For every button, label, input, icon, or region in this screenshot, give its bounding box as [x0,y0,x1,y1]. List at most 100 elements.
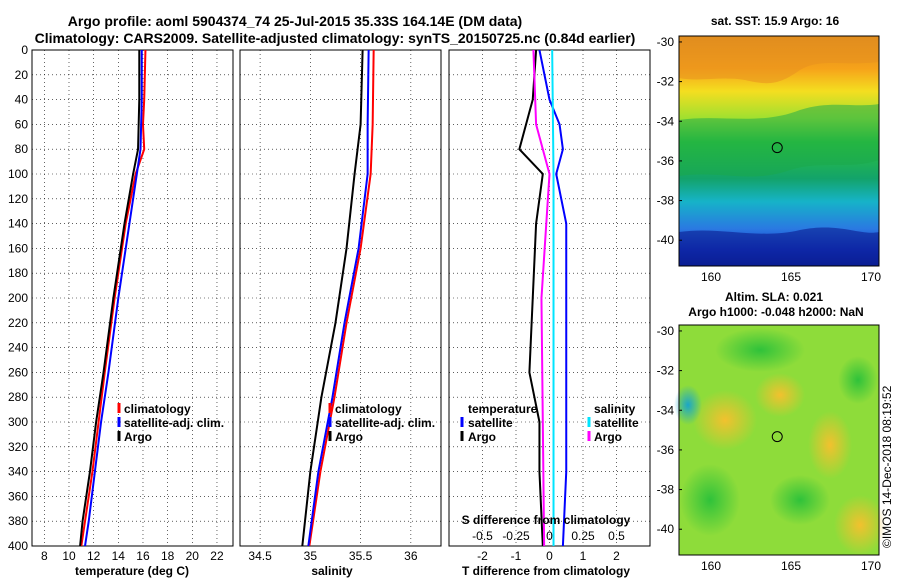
depth-tick-label: 400 [8,539,28,553]
temperature-tick-labels: 8 10 12 14 16 18 20 22 [41,549,224,563]
depth-tick-label: 360 [8,489,28,503]
legend-argo: Argo [124,430,152,444]
depth-tick-label: 340 [8,465,28,479]
legend-s-satellite: satellite [594,416,639,430]
sla-map-frame [678,324,880,556]
x-tick-label: 35.5 [349,549,373,563]
s-tick-label: 0.5 [608,529,625,543]
legend-satellite-adj: satellite-adj. clim. [124,416,224,430]
depth-tick-label: 160 [8,241,28,255]
sla-lat-tick-labels: -30 -32 -34 -36 -38 -40 [657,324,682,536]
argo-location-marker [771,431,783,443]
difference-panel: -2 -1 0 1 2 -0.5 -0.25 0 0.25 0.5 S difference f… [448,49,651,578]
legend-temperature-title: temperature [468,402,538,416]
x-tick-label: 0 [546,549,553,563]
s-tick-label: 0 [546,529,553,543]
sla-map-panel: Altim. SLA: 0.021 Argo h1000: -0.048 h20… [657,290,886,573]
sst-warm-region [679,36,879,84]
lat-tick-label: -36 [657,154,675,168]
lat-tick-label: -34 [657,114,675,128]
legend-climatology: climatology [335,402,402,416]
temperature-xlabel: temperature (deg C) [75,564,189,578]
series-line-s-satellite [551,50,555,546]
legend-satellite-adj: satellite-adj. clim. [335,416,435,430]
depth-tick-label: 240 [8,341,28,355]
sla-map-title-1: Altim. SLA: 0.021 [725,290,823,304]
sla-map-title-2: Argo h1000: -0.048 h2000: NaN [688,305,863,319]
x-tick-label: 34.5 [248,549,272,563]
series-line-climatology [308,50,375,546]
s-tick-label: -0.25 [502,529,530,543]
series-line-t-argo [518,50,544,546]
lat-tick-label: -40 [657,522,675,536]
series-line-argo [301,50,364,546]
credit-text: ©IMOS 14-Dec-2018 08:19:52 [880,385,894,548]
x-tick-label: 18 [161,549,175,563]
s-tick-label: -0.5 [472,529,493,543]
s-difference-tick-labels: -0.5 -0.25 0 0.25 0.5 [472,529,625,543]
x-tick-label: 35 [304,549,318,563]
salinity-xlabel: salinity [311,564,353,578]
depth-tick-label: 180 [8,266,28,280]
series-line-t-satellite [538,50,568,546]
depth-tick-label: 320 [8,440,28,454]
sla-lon-tick-labels: 160 165 170 [701,559,881,573]
lon-tick-label: 170 [861,270,881,284]
lat-tick-label: -36 [657,443,675,457]
sst-map-frame [678,35,880,267]
lon-tick-label: 170 [861,559,881,573]
depth-tick-label: 260 [8,365,28,379]
legend-salinity-title: salinity [594,402,636,416]
x-tick-label: 12 [87,549,101,563]
x-tick-label: 36 [404,549,418,563]
depth-tick-label: 140 [8,217,28,231]
series-line-satellite-adj-clim- [84,50,143,546]
depth-tick-label: 380 [8,514,28,528]
argo-location-marker [771,142,783,154]
series-line-s-argo [532,50,551,546]
salinity-legend: climatology satellite-adj. clim. Argo [328,402,435,444]
x-tick-label: 14 [112,549,126,563]
x-tick-label: 16 [136,549,150,563]
sla-very-low-region [674,385,702,425]
lon-tick-label: 160 [701,270,721,284]
x-tick-label: 8 [41,549,48,563]
title-line-2: Climatology: CARS2009. Satellite-adjuste… [35,30,636,46]
title-line-1: Argo profile: aoml 5904374_74 25-Jul-201… [68,13,522,29]
sla-low-region [715,328,805,372]
temperature-panel: 0 20 40 60 80 100 120 140 160 180 200 220 240 260 280 3… [8,43,234,578]
lat-tick-label: -38 [657,483,675,497]
series-line-argo [79,50,141,546]
lat-tick-label: -32 [657,364,675,378]
salinity-panel: 34.5 35 35.5 36 salinity climatology satell… [239,49,442,578]
depth-tick-label: 80 [15,142,29,156]
x-tick-label: 22 [210,549,224,563]
depth-tick-labels: 0 20 40 60 80 100 120 140 160 180 200 220 240 260 280 3… [8,43,28,553]
salinity-lines [301,50,375,546]
difference-legend: temperature satellite Argo salinity sate… [460,402,639,444]
x-tick-label: -1 [511,549,522,563]
x-tick-label: 20 [186,549,200,563]
depth-tick-label: 120 [8,192,28,206]
depth-tick-label: 0 [21,43,28,57]
temperature-legend: climatology satellite-adj. clim. Argo [117,402,224,444]
sst-cold-region [679,227,879,266]
lat-tick-label: -34 [657,403,675,417]
legend-t-argo: Argo [468,430,496,444]
lon-tick-label: 165 [781,559,801,573]
x-tick-label: -2 [477,549,488,563]
s-difference-label: S difference from climatology [462,513,631,527]
depth-tick-label: 200 [8,291,28,305]
depth-tick-label: 280 [8,390,28,404]
sla-low-region [770,475,830,525]
sla-low-region [680,464,740,536]
x-tick-label: 2 [613,549,620,563]
depth-tick-label: 300 [8,415,28,429]
legend-t-satellite: satellite [468,416,513,430]
x-tick-label: 1 [580,549,587,563]
sst-lon-tick-labels: 160 165 170 [701,270,881,284]
depth-tick-label: 60 [15,117,29,131]
sla-high-region [834,495,886,555]
lon-tick-label: 165 [781,270,801,284]
sst-map-title: sat. SST: 15.9 Argo: 16 [711,14,840,28]
